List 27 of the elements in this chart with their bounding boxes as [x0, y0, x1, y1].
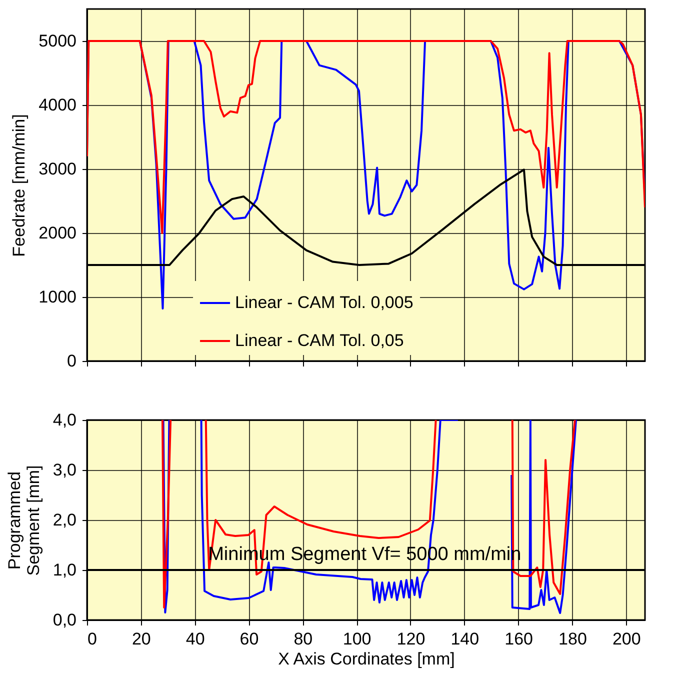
y-axis-title: Programmed Segment [mm]: [4, 465, 43, 576]
x-tick-label: 20: [132, 630, 151, 648]
x-tick-label: 80: [294, 630, 313, 648]
legend-label: Linear - CAM Tol. 0,05: [235, 331, 404, 350]
x-tick-label: 200: [612, 630, 641, 648]
y-tick-label: 5000: [38, 32, 76, 50]
y-tick-label: 2000: [38, 224, 76, 242]
y-tick-label: 3,0: [52, 460, 76, 480]
x-tick-label: 40: [186, 630, 205, 648]
x-tick-label: 180: [558, 630, 587, 648]
y-tick-label: 0,0: [52, 610, 76, 630]
x-tick-label: 0: [88, 630, 97, 648]
y-tick-label: 4,0: [52, 410, 76, 430]
x-tick-label: 60: [240, 630, 259, 648]
y-tick-label: 3000: [38, 160, 76, 178]
x-tick-label: 100: [342, 630, 372, 648]
y-tick-label: 2,0: [52, 510, 76, 530]
y-tick-label: 1,0: [52, 560, 76, 580]
x-tick-label: 120: [396, 630, 426, 648]
x-tick-label: 160: [504, 630, 533, 648]
y-tick-label: 1000: [38, 288, 76, 306]
y-axis-title: Feedrate [mm/min]: [10, 114, 29, 257]
y-tick-label: 0: [67, 352, 76, 370]
x-tick-label: 140: [450, 630, 480, 648]
x-axis-title: X Axis Cordinates [mm]: [278, 650, 455, 668]
y-tick-label: 4000: [38, 96, 76, 114]
legend-label: Linear - CAM Tol. 0,005: [235, 293, 414, 312]
